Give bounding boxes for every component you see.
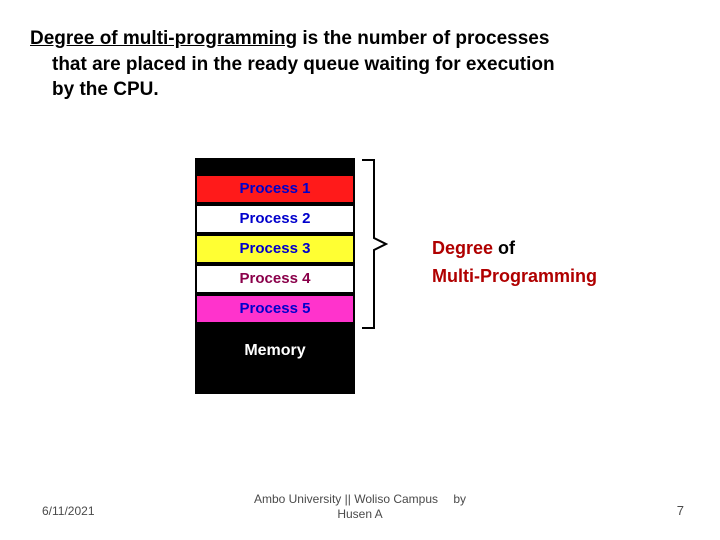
process-row: Process 4 — [195, 264, 355, 294]
memory-label: Memory — [195, 324, 355, 394]
footer-center-line2: Husen A — [337, 507, 382, 521]
heading-line3: by the CPU. — [30, 77, 159, 103]
process-row: Process 5 — [195, 294, 355, 324]
footer-page-number: 7 — [677, 503, 684, 518]
memory-top-gap — [195, 158, 355, 174]
multi-programming-word: Multi-Programming — [432, 263, 597, 291]
process-row: Process 3 — [195, 234, 355, 264]
memory-block: Process 1Process 2Process 3Process 4Proc… — [195, 158, 355, 394]
process-row: Process 2 — [195, 204, 355, 234]
heading-underlined: Degree of multi-programming — [30, 28, 297, 49]
degree-word: Degree — [432, 238, 493, 258]
degree-of-multiprogramming-label: Degree of Multi-Programming — [432, 235, 597, 291]
of-word: of — [493, 238, 515, 258]
footer-center-line1: Ambo University || Woliso Campus by — [254, 492, 466, 506]
heading-rest1: is the number of processes — [297, 28, 549, 49]
bracket — [360, 158, 388, 330]
slide-heading: Degree of multi-programming is the numbe… — [30, 26, 690, 103]
heading-line2: that are placed in the ready queue waiti… — [30, 52, 555, 78]
process-row: Process 1 — [195, 174, 355, 204]
footer-center: Ambo University || Woliso Campus by Huse… — [0, 492, 720, 522]
